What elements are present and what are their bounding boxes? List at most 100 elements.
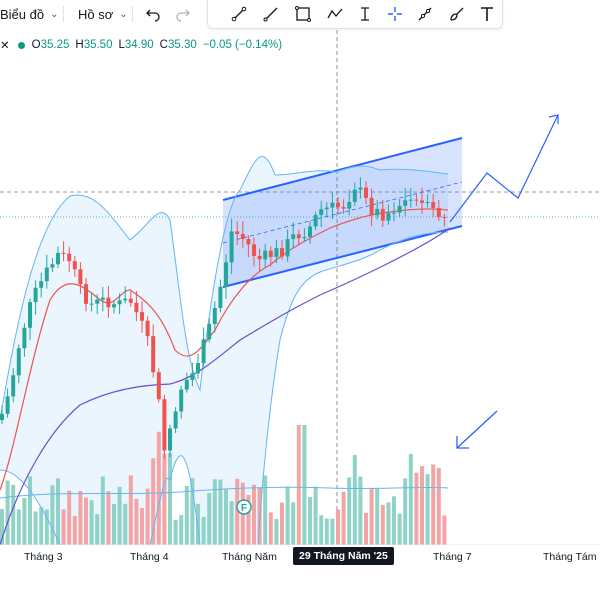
volume-bar bbox=[128, 475, 133, 545]
volume-bars bbox=[0, 425, 449, 545]
candle-body bbox=[39, 281, 44, 288]
volume-bar bbox=[50, 485, 55, 545]
candle-body bbox=[291, 234, 296, 240]
candle-body bbox=[336, 202, 340, 208]
rectangle-icon[interactable] bbox=[292, 3, 314, 25]
pen-icon[interactable] bbox=[414, 3, 436, 25]
candle-body bbox=[201, 339, 206, 364]
annotation-arrow[interactable] bbox=[456, 410, 498, 449]
candle-body bbox=[5, 396, 10, 414]
legend-x-mark[interactable]: ✕ bbox=[0, 40, 10, 52]
low-label: L bbox=[118, 39, 125, 51]
crosshair-icon[interactable] bbox=[384, 3, 406, 25]
undo-icon[interactable] bbox=[142, 3, 164, 25]
volume-bar bbox=[308, 497, 312, 545]
candle-body bbox=[414, 199, 419, 201]
volume-bar bbox=[352, 455, 357, 545]
volume-bar bbox=[218, 479, 223, 545]
candle-body bbox=[212, 307, 217, 325]
candle-body bbox=[274, 248, 279, 257]
x-axis-label: Tháng 4 bbox=[130, 551, 169, 563]
volume-bar bbox=[173, 519, 178, 545]
open-value: 35.25 bbox=[40, 39, 70, 51]
volume-bar bbox=[403, 478, 408, 545]
status-dot bbox=[17, 41, 25, 49]
chevron-down-icon: ⌄ bbox=[50, 8, 59, 20]
redo-icon[interactable] bbox=[172, 3, 194, 25]
candle-body bbox=[84, 284, 88, 304]
volume-bar bbox=[11, 484, 16, 545]
candle-body bbox=[224, 262, 228, 287]
volume-bar bbox=[397, 513, 402, 545]
moving-average-purple bbox=[0, 227, 451, 545]
candle-body bbox=[425, 202, 430, 204]
brush-icon[interactable] bbox=[446, 3, 468, 25]
candle-body bbox=[78, 269, 83, 285]
candle-body bbox=[431, 202, 436, 208]
candle-body bbox=[89, 303, 94, 305]
volume-bar bbox=[268, 512, 273, 545]
chart-type-dropdown[interactable]: Biểu đồ ⌄ bbox=[0, 3, 58, 25]
trend-line-icon[interactable] bbox=[228, 3, 250, 25]
volume-bar bbox=[201, 516, 206, 545]
volume-bar bbox=[117, 486, 122, 545]
volume-bar bbox=[140, 508, 144, 545]
volume-bar bbox=[162, 453, 167, 545]
volume-bar bbox=[313, 486, 318, 545]
event-marker[interactable] bbox=[236, 499, 252, 515]
candle-body bbox=[386, 213, 391, 221]
projection-path bbox=[449, 114, 559, 223]
line-icon[interactable] bbox=[260, 3, 282, 25]
candle-body bbox=[392, 212, 396, 214]
toolbar-divider bbox=[132, 6, 133, 22]
candle-body bbox=[50, 264, 55, 268]
volume-bar bbox=[364, 512, 368, 545]
top-toolbar: Biểu đồ ⌄ Hồ sơ ⌄ bbox=[0, 0, 600, 30]
volume-bar bbox=[425, 474, 430, 545]
candle-body bbox=[246, 238, 251, 245]
candle-body bbox=[207, 324, 212, 340]
x-axis: Tháng 3 Tháng 4 Tháng Năm 29 Tháng Năm '… bbox=[0, 544, 600, 570]
candle-body bbox=[257, 255, 262, 260]
path-icon[interactable] bbox=[324, 3, 346, 25]
volume-bar bbox=[224, 489, 228, 545]
candle-body bbox=[408, 199, 413, 201]
candle-body bbox=[341, 207, 346, 209]
volume-bar bbox=[280, 502, 284, 545]
candle-body bbox=[358, 187, 363, 190]
candle-body bbox=[364, 187, 368, 198]
candle-body bbox=[112, 304, 116, 308]
candle-body bbox=[369, 197, 374, 216]
candle-body bbox=[302, 236, 307, 239]
chevron-down-icon: ⌄ bbox=[119, 8, 128, 20]
volume-bar bbox=[246, 495, 251, 545]
open-label: O bbox=[31, 39, 41, 51]
bollinger-band-fill bbox=[0, 156, 448, 545]
candle-body bbox=[420, 200, 424, 203]
moving-average-red bbox=[0, 208, 449, 491]
volume-bar bbox=[78, 490, 83, 545]
volume-bar bbox=[380, 504, 385, 545]
text-icon[interactable] bbox=[476, 3, 498, 25]
ohlc-legend: ✕ O 35.25 H 35.50 L 34.90 C 35.30 −0.05 (−0.… bbox=[0, 36, 282, 54]
bollinger-upper-line bbox=[0, 156, 449, 421]
price-chart[interactable]: F bbox=[0, 0, 600, 545]
volume-bar bbox=[89, 500, 94, 545]
candle-body bbox=[347, 202, 352, 209]
volume-bar bbox=[33, 511, 38, 545]
candle-body bbox=[28, 302, 32, 328]
text-cursor-icon[interactable] bbox=[354, 3, 376, 25]
volume-bar bbox=[16, 509, 21, 545]
x-axis-label: Tháng 7 bbox=[433, 551, 472, 563]
high-value: 35.50 bbox=[83, 39, 113, 51]
candle-body bbox=[11, 375, 16, 397]
profile-dropdown[interactable]: Hồ sơ ⌄ bbox=[78, 3, 128, 25]
candle-body bbox=[72, 261, 77, 270]
candle-body bbox=[313, 214, 318, 227]
volume-bar bbox=[212, 479, 217, 545]
candle-body bbox=[380, 208, 385, 221]
candle-body bbox=[330, 202, 335, 208]
volume-bar bbox=[95, 514, 100, 545]
candle-body bbox=[263, 250, 268, 260]
candle-body bbox=[442, 216, 447, 218]
